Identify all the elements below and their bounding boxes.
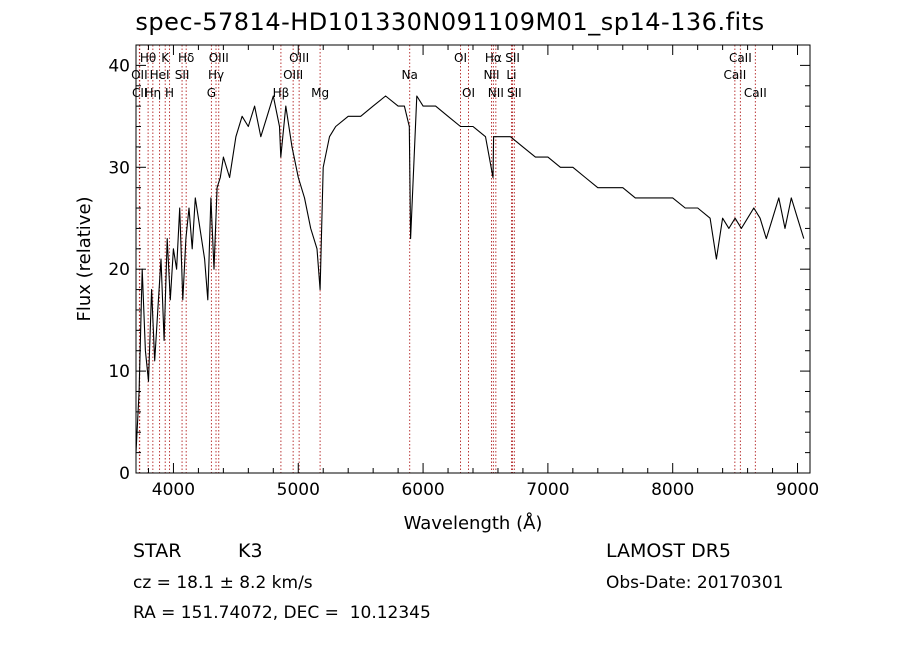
- line-label-27: CaII: [744, 86, 767, 100]
- line-label-0: Hθ: [140, 51, 156, 65]
- x-tick-label-8000: 8000: [651, 480, 694, 500]
- line-label-16: Na: [402, 68, 418, 82]
- line-label-18: OI: [462, 86, 475, 100]
- survey-label: LAMOST DR5: [606, 540, 731, 562]
- y-tick-label-20: 20: [108, 260, 130, 280]
- spectrum-line: [135, 95, 805, 453]
- line-label-2: CII: [132, 86, 147, 100]
- line-label-24: SII: [507, 86, 522, 100]
- chart-title: spec-57814-HD101330N091109M01_sp14-136.f…: [135, 8, 765, 36]
- line-label-9: OIII: [209, 51, 229, 65]
- line-label-20: NII: [483, 68, 499, 82]
- line-label-26: CaII: [723, 68, 746, 82]
- line-label-13: OIII: [283, 68, 303, 82]
- x-tick-label-7000: 7000: [526, 480, 569, 500]
- line-label-7: Hδ: [178, 51, 194, 65]
- x-axis-label: Wavelength (Å): [404, 512, 543, 534]
- x-tick-label-4000: 4000: [152, 480, 195, 500]
- redshift-text: cz = 18.1 ± 8.2 km/s: [133, 573, 313, 593]
- line-label-6: H: [165, 86, 174, 100]
- line-label-22: SII: [505, 51, 520, 65]
- coordinates-text: RA = 151.74072, DEC = 10.12345: [133, 603, 431, 623]
- x-tick-label-9000: 9000: [776, 480, 819, 500]
- object-subclass: K3: [238, 540, 263, 562]
- y-tick-label-40: 40: [108, 56, 130, 76]
- y-axis-label: Flux (relative): [74, 196, 95, 321]
- x-tick-label-5000: 5000: [277, 480, 320, 500]
- line-label-23: Li: [506, 68, 516, 82]
- y-tick-label-10: 10: [108, 362, 130, 382]
- obs-date-text: Obs-Date: 20170301: [606, 573, 784, 593]
- line-label-8: SII: [175, 68, 190, 82]
- line-label-3: K: [161, 51, 170, 65]
- line-label-11: G: [207, 86, 216, 100]
- plot-frame: [135, 44, 811, 474]
- object-class: STAR: [133, 540, 182, 562]
- line-label-15: Mg: [311, 86, 329, 100]
- line-label-14: Hβ: [273, 86, 290, 100]
- line-label-25: CaII: [729, 51, 752, 65]
- line-label-19: Hα: [485, 51, 502, 65]
- line-label-5: Hη: [145, 86, 162, 100]
- line-label-21: NII: [488, 86, 504, 100]
- x-tick-label-6000: 6000: [401, 480, 444, 500]
- y-tick-label-30: 30: [108, 158, 130, 178]
- y-tick-label-0: 0: [119, 464, 130, 484]
- line-label-4: HeI: [150, 68, 170, 82]
- line-label-17: OI: [454, 51, 467, 65]
- line-label-12: OIII: [289, 51, 309, 65]
- line-label-1: OII: [131, 68, 148, 82]
- line-label-10: Hγ: [208, 68, 224, 82]
